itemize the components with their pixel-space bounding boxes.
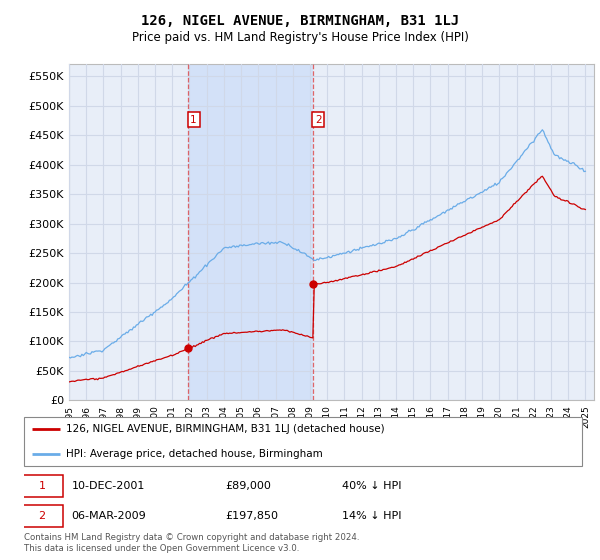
Text: 06-MAR-2009: 06-MAR-2009 [71, 511, 146, 521]
Text: 40% ↓ HPI: 40% ↓ HPI [342, 480, 401, 491]
Text: 126, NIGEL AVENUE, BIRMINGHAM, B31 1LJ: 126, NIGEL AVENUE, BIRMINGHAM, B31 1LJ [141, 14, 459, 28]
Text: 1: 1 [38, 480, 46, 491]
Text: Contains HM Land Registry data © Crown copyright and database right 2024.
This d: Contains HM Land Registry data © Crown c… [24, 533, 359, 553]
Text: 126, NIGEL AVENUE, BIRMINGHAM, B31 1LJ (detached house): 126, NIGEL AVENUE, BIRMINGHAM, B31 1LJ (… [66, 424, 385, 434]
FancyBboxPatch shape [24, 417, 582, 466]
Text: £197,850: £197,850 [225, 511, 278, 521]
Text: £89,000: £89,000 [225, 480, 271, 491]
Text: HPI: Average price, detached house, Birmingham: HPI: Average price, detached house, Birm… [66, 449, 323, 459]
Text: Price paid vs. HM Land Registry's House Price Index (HPI): Price paid vs. HM Land Registry's House … [131, 31, 469, 44]
Text: 1: 1 [190, 115, 197, 125]
Text: 2: 2 [315, 115, 322, 125]
Text: 10-DEC-2001: 10-DEC-2001 [71, 480, 145, 491]
Text: 2: 2 [38, 511, 46, 521]
FancyBboxPatch shape [21, 475, 63, 497]
Text: 14% ↓ HPI: 14% ↓ HPI [342, 511, 401, 521]
FancyBboxPatch shape [21, 505, 63, 527]
Bar [188, 64, 313, 400]
